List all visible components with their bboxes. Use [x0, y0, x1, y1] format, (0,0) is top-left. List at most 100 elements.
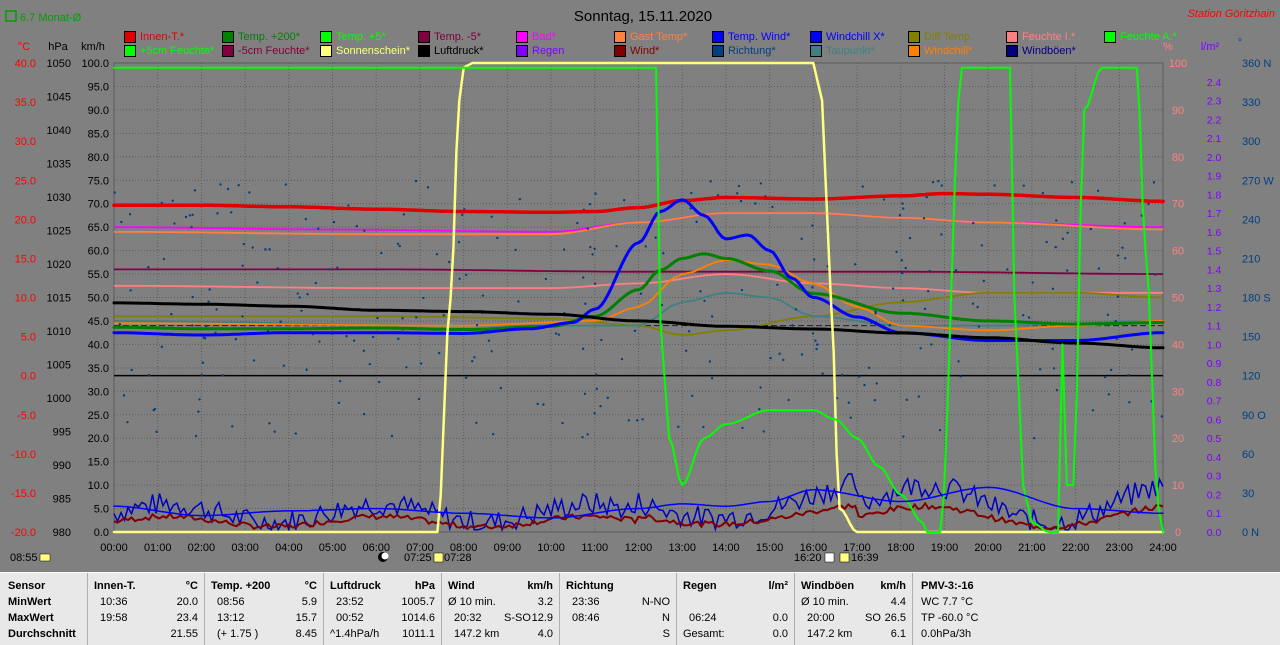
- weather-chart: 00:00 01:00 02:00 03:00 04:00 05:00 06:00 07:00…: [5, 8, 1275, 564]
- stats-temp200-avg-note: (+ 1.75 ): [217, 628, 259, 640]
- direction-point: [595, 387, 599, 391]
- direction-point: [332, 220, 336, 224]
- legend-label: Bad*: [532, 31, 556, 43]
- direction-point: [397, 337, 400, 341]
- rain-tick-label: 0.2: [1207, 489, 1222, 501]
- hpa-tick-label: 995: [53, 427, 71, 439]
- stats-wind-max-dir: S-SO: [504, 612, 531, 624]
- pct-tick-label: 100: [1169, 58, 1187, 70]
- direction-point: [594, 192, 597, 195]
- kmh-tick-label: 80.0: [88, 152, 109, 164]
- stats-windboen-max-time: 20:00: [807, 612, 835, 624]
- legend-item: Richtung*: [712, 45, 776, 57]
- kmh-tick-label: 35.0: [88, 363, 109, 375]
- direction-point: [811, 332, 815, 335]
- direction-point: [401, 317, 404, 320]
- rain-tick-label: 0.0: [1207, 527, 1222, 539]
- direction-point: [499, 386, 503, 390]
- direction-point: [306, 292, 309, 296]
- direction-point: [901, 202, 904, 205]
- direction-point: [1114, 319, 1117, 323]
- direction-point: [208, 288, 211, 291]
- direction-point: [813, 258, 816, 261]
- dir-tick-label: 330: [1242, 97, 1260, 109]
- rain-tick-label: 0.4: [1207, 452, 1222, 464]
- pct-unit-label: %: [1163, 41, 1173, 53]
- direction-point: [1097, 267, 1101, 270]
- direction-point: [584, 302, 587, 305]
- direction-point: [447, 260, 451, 264]
- rain-tick-label: 1.4: [1207, 264, 1222, 276]
- direction-point: [976, 305, 979, 309]
- kmh-tick-label: 90.0: [88, 105, 109, 117]
- pct-tick-label: 50: [1172, 293, 1184, 305]
- rain-tick-label: 1.8: [1207, 189, 1222, 201]
- direction-point: [396, 242, 400, 245]
- direction-point: [202, 336, 205, 339]
- direction-point: [708, 360, 712, 363]
- direction-point: [317, 227, 320, 230]
- stats-col-regen: Regen l/m² 06:24 0.0 Gesamt: 0.0: [677, 573, 795, 645]
- direction-point: [599, 404, 602, 408]
- direction-point: [200, 373, 203, 377]
- legend-swatch: [418, 45, 430, 57]
- x-tick-label: 07:00: [406, 542, 434, 554]
- stats-regen-max-val: 0.0: [772, 612, 788, 624]
- series-line: [112, 252, 1165, 331]
- direction-point: [927, 289, 930, 293]
- rain-tick-label: 1.6: [1207, 227, 1222, 239]
- direction-point: [241, 315, 244, 318]
- direction-point: [184, 215, 188, 219]
- series-line: [112, 61, 1165, 534]
- direction-point: [122, 394, 126, 397]
- hpa-tick-label: 1020: [47, 259, 71, 271]
- temp-minus5-line: [114, 268, 1164, 275]
- direction-point: [207, 300, 210, 303]
- direction-point: [654, 236, 657, 239]
- x-tick-label: 22:00: [1062, 542, 1090, 554]
- temp-tick-label: 25.0: [15, 175, 36, 187]
- direction-point: [778, 352, 781, 355]
- direction-point: [1130, 348, 1134, 351]
- stats-luftdruck-max-time: 00:52: [336, 612, 364, 624]
- series-layer: [112, 61, 1165, 534]
- pct-tick-label: 10: [1172, 480, 1184, 492]
- x-tick-label: 02:00: [188, 542, 216, 554]
- legend-item: Gast Temp*: [614, 31, 687, 43]
- direction-point: [815, 347, 818, 351]
- direction-point: [867, 366, 871, 370]
- hpa-unit-label: hPa: [48, 41, 68, 53]
- legend-label: Innen-T.*: [140, 31, 185, 43]
- hpa-tick-label: 980: [53, 527, 71, 539]
- series-line: [112, 198, 1165, 342]
- x-tick-label: 16:00: [800, 542, 828, 554]
- kmh-tick-label: 85.0: [88, 128, 109, 140]
- direction-point: [737, 184, 741, 188]
- direction-point: [582, 276, 585, 279]
- legend-label: Windböen*: [1022, 45, 1076, 57]
- stats-wind-max-time: 20:32: [454, 612, 482, 624]
- direction-point: [902, 435, 905, 438]
- direction-point: [861, 185, 864, 188]
- direction-point: [1121, 246, 1124, 249]
- direction-point: [162, 257, 166, 261]
- direction-point: [191, 324, 194, 327]
- rain-tick-label: 1.7: [1207, 208, 1222, 220]
- stats-temp200-title: Temp. +200: [211, 580, 271, 592]
- direction-point: [422, 296, 425, 300]
- direction-point: [1152, 181, 1156, 184]
- direction-point: [170, 312, 173, 316]
- legend-label: Windchill X*: [826, 31, 885, 43]
- x-tick-label: 24:00: [1149, 542, 1177, 554]
- direction-point: [237, 183, 240, 187]
- direction-point: [835, 396, 839, 400]
- legend-item: Feuchte A.*: [1104, 31, 1177, 43]
- x-tick-label: 06:00: [362, 542, 390, 554]
- direction-point: [362, 412, 366, 416]
- direction-point: [589, 245, 592, 249]
- wind-line: [113, 501, 1164, 531]
- pct-tick-label: 90: [1172, 105, 1184, 117]
- stats-wind-min-label: Ø 10 min.: [448, 596, 496, 608]
- legend-swatch: [712, 31, 724, 43]
- direction-point: [754, 202, 757, 205]
